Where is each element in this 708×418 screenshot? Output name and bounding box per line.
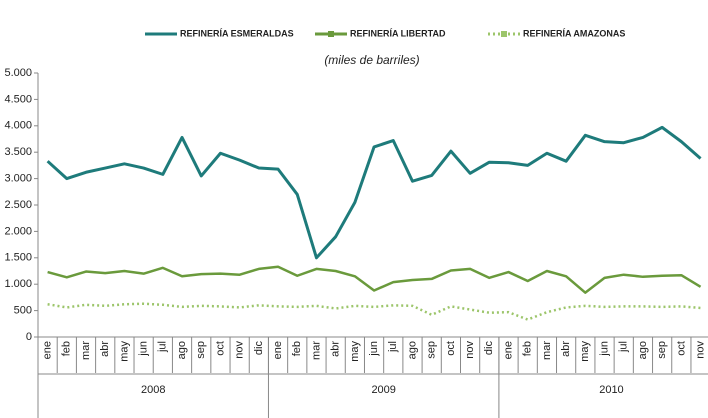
- series-line: [47, 265, 702, 294]
- x-tick-label: ago: [406, 341, 418, 359]
- x-tick-label: jul: [157, 341, 169, 353]
- y-tick-label: 2.000: [4, 225, 32, 237]
- x-tick-label: mar: [310, 341, 322, 360]
- x-tick-label: dic: [253, 341, 265, 356]
- y-tick-label: 0: [26, 331, 32, 343]
- year-label: 2009: [371, 384, 395, 396]
- legend-marker: [501, 31, 507, 37]
- x-tick-label: nov: [694, 341, 706, 359]
- x-tick-label: jul: [387, 341, 399, 353]
- y-tick-label: 3.000: [4, 173, 32, 185]
- x-tick-label: feb: [522, 341, 534, 356]
- chart-subtitle: (miles de barriles): [324, 53, 419, 67]
- x-tick-label: sep: [195, 341, 207, 359]
- legend-label: REFINERÍA ESMERALDAS: [180, 28, 294, 38]
- legend-label: REFINERÍA LIBERTAD: [350, 28, 446, 38]
- x-tick-label: oct: [445, 341, 457, 356]
- x-tick-label: jun: [598, 341, 610, 357]
- x-tick-label: ago: [637, 341, 649, 359]
- x-tick-label: jul: [618, 341, 630, 353]
- y-tick-label: 500: [14, 305, 32, 317]
- x-tick-label: may: [579, 341, 591, 362]
- x-tick-label: ene: [272, 341, 284, 359]
- series-line: [46, 125, 702, 260]
- y-tick-label: 4.000: [4, 120, 32, 132]
- x-tick-label: abr: [560, 341, 572, 357]
- x-tick-label: may: [118, 341, 130, 362]
- x-tick-label: abr: [99, 341, 111, 357]
- x-tick-label: nov: [234, 341, 246, 359]
- x-tick-label: oct: [214, 341, 226, 356]
- y-tick-label: 1.000: [4, 278, 32, 290]
- x-tick-label: ago: [176, 341, 188, 359]
- x-tick-label: sep: [656, 341, 668, 359]
- x-tick-label: mar: [541, 341, 553, 360]
- x-tick-label: jun: [138, 341, 150, 357]
- y-tick-label: 4.500: [4, 93, 32, 105]
- y-tick-label: 1.500: [4, 252, 32, 264]
- x-tick-label: sep: [426, 341, 438, 359]
- x-tick-label: mar: [80, 341, 92, 360]
- y-tick-label: 3.500: [4, 146, 32, 158]
- year-label: 2008: [141, 384, 165, 396]
- x-tick-label: may: [349, 341, 361, 362]
- x-tick-label: jun: [368, 341, 380, 357]
- x-tick-label: abr: [330, 341, 342, 357]
- x-tick-label: feb: [291, 341, 303, 356]
- y-tick-label: 5.000: [4, 67, 32, 79]
- x-tick-label: dic: [483, 341, 495, 356]
- year-label: 2010: [599, 384, 623, 396]
- x-tick-label: oct: [675, 341, 687, 356]
- y-tick-label: 2.500: [4, 199, 32, 211]
- legend-marker: [328, 31, 334, 37]
- legend-label: REFINERÍA AMAZONAS: [523, 28, 625, 38]
- series-line: [47, 302, 701, 321]
- x-tick-label: ene: [502, 341, 514, 359]
- x-tick-label: feb: [61, 341, 73, 356]
- x-tick-label: ene: [42, 341, 54, 359]
- x-tick-label: nov: [464, 341, 476, 359]
